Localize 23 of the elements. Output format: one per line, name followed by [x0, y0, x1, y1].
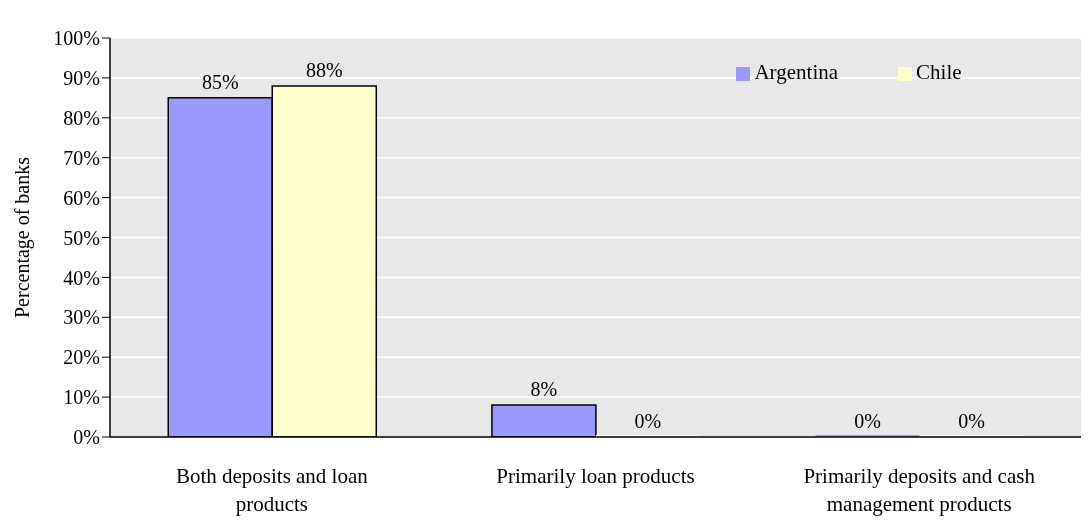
y-tick-label: 0% [73, 426, 100, 449]
y-tick-label: 100% [53, 27, 100, 50]
data-label: 8% [530, 378, 558, 401]
legend-label: Chile [916, 60, 962, 84]
y-tick-label: 50% [63, 226, 100, 249]
y-tick-label: 20% [63, 346, 100, 369]
data-label: 88% [305, 58, 343, 81]
data-label: 0% [854, 410, 881, 432]
data-label: 0% [634, 410, 662, 432]
y-tick-label: 40% [63, 266, 100, 289]
y-tick-label: 70% [63, 146, 100, 169]
y-tick-label: 10% [63, 386, 100, 409]
y-tick-label: 90% [63, 67, 100, 89]
data-label: 85% [201, 70, 239, 93]
y-tick-label: 80% [63, 106, 100, 129]
y-tick-label: 30% [63, 306, 100, 329]
y-axis-title: Percentage of banks [11, 156, 35, 319]
x-tick-label: Primarily loan products [496, 464, 695, 488]
legend-label: Argentina [754, 60, 839, 84]
x-tick-label: Primarily deposits and cash management products [803, 464, 1036, 516]
data-label: 0% [958, 410, 985, 432]
y-tick-label: 60% [63, 186, 100, 209]
x-tick-label: Both deposits and loan products [175, 464, 369, 516]
